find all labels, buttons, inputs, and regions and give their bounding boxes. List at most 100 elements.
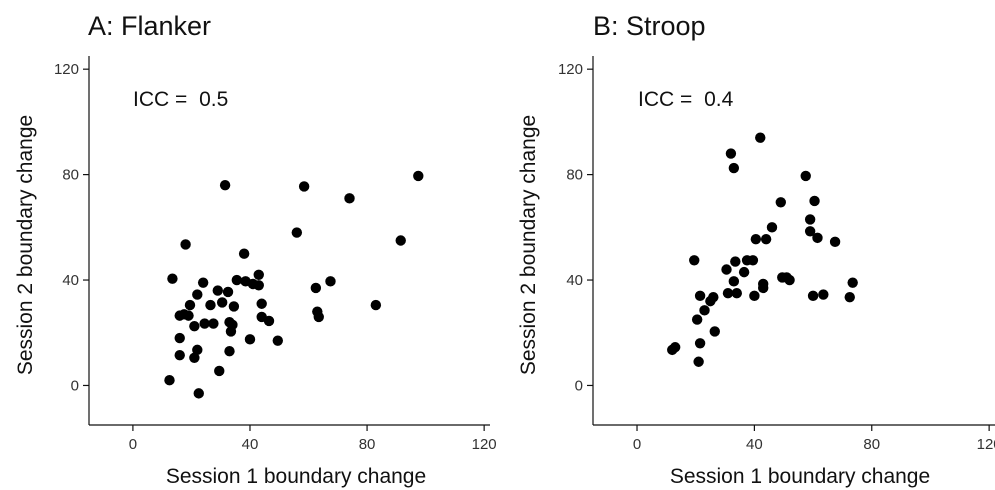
data-point [167,273,178,284]
data-point [199,318,210,329]
icc-prefix: ICC = [133,88,193,111]
x-tick-label: 40 [242,436,259,453]
x-tick-label: 40 [746,436,763,453]
data-point [272,335,283,346]
data-point [847,277,858,288]
data-point [747,255,759,266]
x-tick-label: 0 [129,436,137,453]
x-axis-title: Session 1 boundary change [166,465,426,488]
data-point [184,299,196,311]
data-point [784,274,795,286]
data-point [812,232,823,244]
data-point [370,299,382,311]
y-tick-label: 80 [566,167,583,184]
data-point [174,349,185,361]
data-point [325,276,336,287]
data-point [738,266,750,278]
y-tick-label: 0 [71,377,79,394]
data-point [728,276,740,287]
data-point [413,170,424,182]
data-point [691,314,703,325]
axes: 0 40 80 120 0 40 80 120 [54,56,497,453]
data-point [699,305,710,316]
data-point [224,346,235,357]
data-point [192,344,203,356]
data-point [693,356,704,367]
data-point [709,326,720,337]
data-point [804,226,816,237]
points [667,132,858,367]
y-axis-title: Session 2 boundary change [517,115,540,375]
data-point [174,332,185,344]
data-point [395,235,406,246]
data-point [344,193,355,204]
data-point [757,282,769,294]
y-tick-label: 120 [54,61,79,78]
data-point [231,274,243,286]
data-point [192,289,203,300]
data-point [809,195,820,207]
data-point [216,297,228,308]
data-point [800,170,811,182]
panel-stroop: B: Stroop ICC = 0.4 Session 1 boundary c… [517,11,995,488]
data-point [263,315,275,327]
data-point [730,256,741,267]
data-point [253,280,264,291]
y-tick-label: 80 [62,167,79,184]
data-point [829,236,841,248]
data-point [708,291,719,303]
data-point [725,148,737,159]
panel-flanker: A: Flanker ICC = 0.5 Session 1 boundary … [14,11,497,488]
x-tick-label: 0 [633,436,641,453]
x-tick-label: 120 [472,436,497,453]
data-point [298,181,310,192]
x-tick-label: 80 [359,436,376,453]
data-point [291,227,303,238]
data-point [244,334,256,345]
data-point [205,299,216,311]
data-point [183,310,194,321]
data-point [228,301,240,312]
data-point [775,197,786,208]
data-point [189,320,200,332]
y-tick-label: 0 [575,377,583,394]
data-point [807,290,819,302]
data-point [214,365,225,377]
axes: 0 40 80 120 0 40 80 120 [558,56,995,453]
data-point [694,290,706,302]
data-point [208,318,219,329]
y-axis-title: Session 2 boundary change [14,115,37,375]
data-point [222,286,234,298]
data-point [750,233,762,245]
data-point [180,239,191,250]
data-point [238,248,250,259]
data-point [749,290,760,302]
panel-title: B: Stroop [593,11,706,41]
data-point [760,233,772,245]
data-point [227,319,238,331]
icc-annotation: ICC = 0.4 [638,88,734,111]
panel-title: A: Flanker [88,11,211,41]
data-point [722,288,734,299]
y-tick-label: 120 [558,61,583,78]
x-tick-label: 120 [977,436,995,453]
data-point [313,311,324,323]
data-point [253,269,264,280]
points [164,170,424,399]
data-point [731,288,742,299]
data-point [804,214,816,225]
data-point [766,222,778,233]
data-point [164,374,175,386]
data-point [189,352,200,363]
data-point [310,282,322,294]
data-point [694,338,706,349]
data-point [844,291,855,303]
icc-prefix: ICC = [638,88,698,111]
y-tick-label: 40 [62,272,79,289]
y-tick-label: 40 [566,272,583,289]
icc-value: 0.4 [704,88,734,111]
icc-annotation: ICC = 0.5 [133,88,228,111]
data-point [669,342,681,353]
